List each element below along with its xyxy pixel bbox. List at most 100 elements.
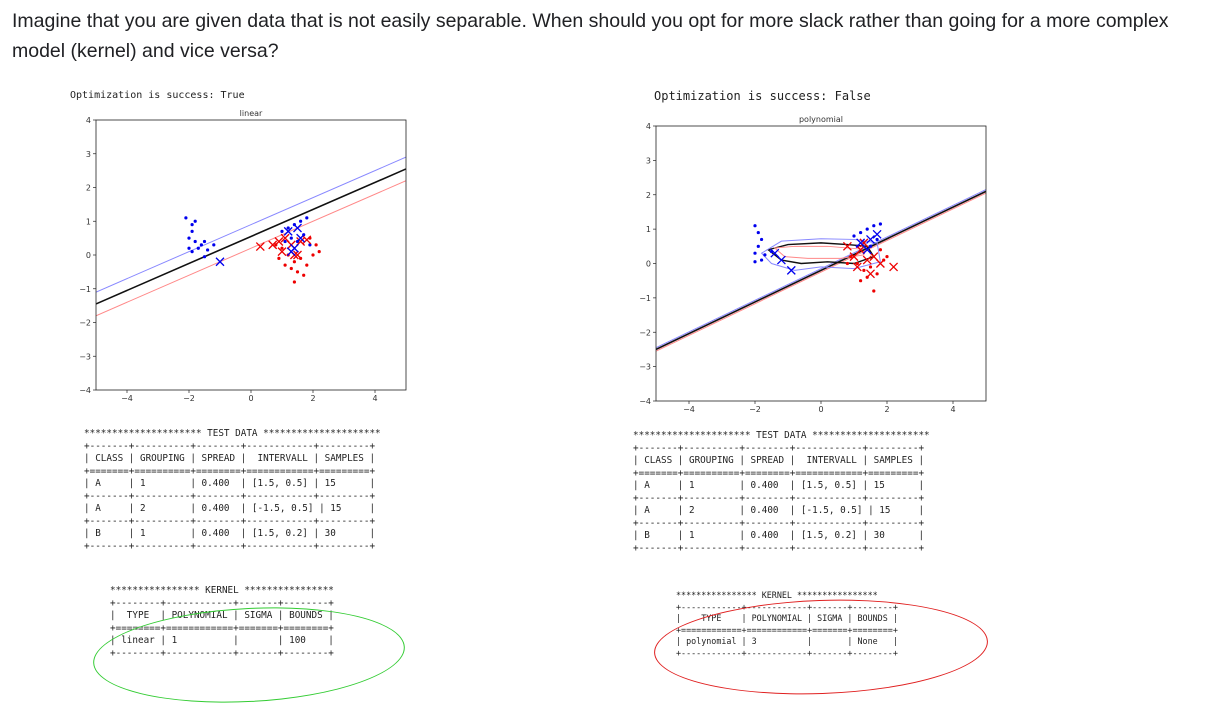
x-tick-label: −4 <box>121 394 133 403</box>
class-b-point <box>868 265 873 269</box>
class-b-point <box>295 270 300 274</box>
class-a-support-vector <box>286 247 296 257</box>
class-a-support-vector <box>872 229 882 239</box>
x-tick-label: 2 <box>310 394 315 403</box>
class-a-support-vector <box>283 226 293 236</box>
class-a-point <box>753 260 757 264</box>
class-a-support-vector <box>866 234 875 244</box>
x-tick-label: −2 <box>183 394 195 403</box>
class-a-point <box>190 229 194 233</box>
class-b-support-vector <box>302 235 312 245</box>
class-b-support-vector <box>859 238 869 248</box>
left-kernel-table: **************** KERNEL ****************… <box>110 585 334 659</box>
class-a-point <box>190 250 194 254</box>
class-b-point <box>878 248 882 252</box>
class-b-point <box>292 260 296 264</box>
class-a-point <box>753 251 757 255</box>
class-a-point <box>760 258 764 262</box>
class-a-point <box>206 248 210 252</box>
y-tick-label: 0 <box>646 260 651 269</box>
y-tick-label: 4 <box>646 122 651 131</box>
class-a-point <box>286 226 290 230</box>
class-a-point <box>202 239 207 244</box>
class-b-support-vector <box>866 269 875 279</box>
class-a-point <box>190 223 194 227</box>
right-optimization-status: Optimization is success: False <box>654 89 871 103</box>
class-a-point <box>202 255 207 259</box>
y-tick-label: −2 <box>79 319 91 328</box>
class-a-point <box>753 224 757 228</box>
class-b-support-vector <box>849 252 859 262</box>
x-tick-label: 0 <box>248 394 253 403</box>
class-b-point <box>289 266 293 271</box>
class-b-point <box>311 253 315 257</box>
class-b-support-vector <box>280 233 290 243</box>
class-b-support-vector <box>293 250 302 260</box>
class-a-point <box>187 246 191 250</box>
left-linear-plot: linear −4 −2 0 2 4 4 3 2 1 0 −1 −2 −3 −4 <box>79 109 407 403</box>
class-a-point <box>763 253 767 257</box>
class-a-point <box>199 243 203 247</box>
class-b-point <box>855 261 859 266</box>
y-tick-label: 3 <box>646 156 651 165</box>
margin-contour-outer <box>760 238 881 271</box>
class-a-support-vector <box>776 255 786 265</box>
class-b-point <box>292 280 296 284</box>
left-optimization-status: Optimization is success: True <box>70 90 245 101</box>
class-b-point <box>875 272 879 276</box>
class-b-support-vector <box>277 247 287 257</box>
class-b-support-vector <box>852 262 862 272</box>
y-tick-label: 4 <box>86 116 91 125</box>
class-b-point <box>280 246 284 250</box>
class-a-point <box>875 237 879 242</box>
class-b-support-vector <box>268 240 278 250</box>
class-b-point <box>872 289 876 293</box>
class-b-support-vector <box>274 237 284 246</box>
class-b-point <box>317 250 321 254</box>
y-tick-label: 2 <box>86 184 91 193</box>
class-b-point <box>314 243 318 247</box>
margin-contour-inner <box>773 245 865 259</box>
class-a-support-vector <box>296 233 306 243</box>
class-a-point <box>852 234 856 238</box>
class-a-point <box>187 236 191 240</box>
class-a-point <box>865 227 869 231</box>
x-tick-label: 4 <box>372 394 377 403</box>
left-test-data-table: ********************* TEST DATA ********… <box>84 428 381 552</box>
class-a-point <box>872 224 876 228</box>
y-tick-label: 1 <box>646 225 651 234</box>
x-tick-label: 0 <box>818 405 823 414</box>
class-a-support-vector <box>856 238 866 248</box>
y-tick-label: −2 <box>639 328 651 337</box>
right-kernel-table: **************** KERNEL ****************… <box>676 590 898 658</box>
class-b-point <box>885 255 889 259</box>
class-a-point <box>212 243 216 247</box>
plot-frame <box>95 119 407 391</box>
class-a-support-vector <box>293 223 302 233</box>
class-a-point <box>756 244 760 248</box>
y-tick-label: −1 <box>639 294 651 303</box>
margin-lower-line <box>656 192 986 352</box>
y-tick-label: −4 <box>79 386 91 395</box>
margin-upper-line <box>656 189 986 349</box>
class-a-point <box>289 236 293 240</box>
class-b-point <box>862 268 866 272</box>
class-a-support-vector <box>215 257 225 267</box>
class-a-point <box>859 230 863 235</box>
decision-line <box>656 190 986 351</box>
class-a-point <box>878 222 882 226</box>
class-a-point <box>184 216 188 220</box>
class-b-support-vector <box>842 241 852 251</box>
y-tick-label: 0 <box>86 251 91 260</box>
class-a-point <box>760 237 764 242</box>
right-test-data-table: ********************* TEST DATA ********… <box>633 430 930 554</box>
chart-title: linear <box>240 109 263 118</box>
y-tick-label: −3 <box>79 352 91 361</box>
class-b-support-vector <box>856 245 866 255</box>
class-b-support-vector <box>862 255 872 265</box>
class-a-support-vector <box>786 265 796 275</box>
class-a-point <box>196 246 200 250</box>
class-a-point <box>756 230 760 235</box>
margin-lower-line <box>96 180 406 317</box>
plot-area <box>96 156 406 317</box>
